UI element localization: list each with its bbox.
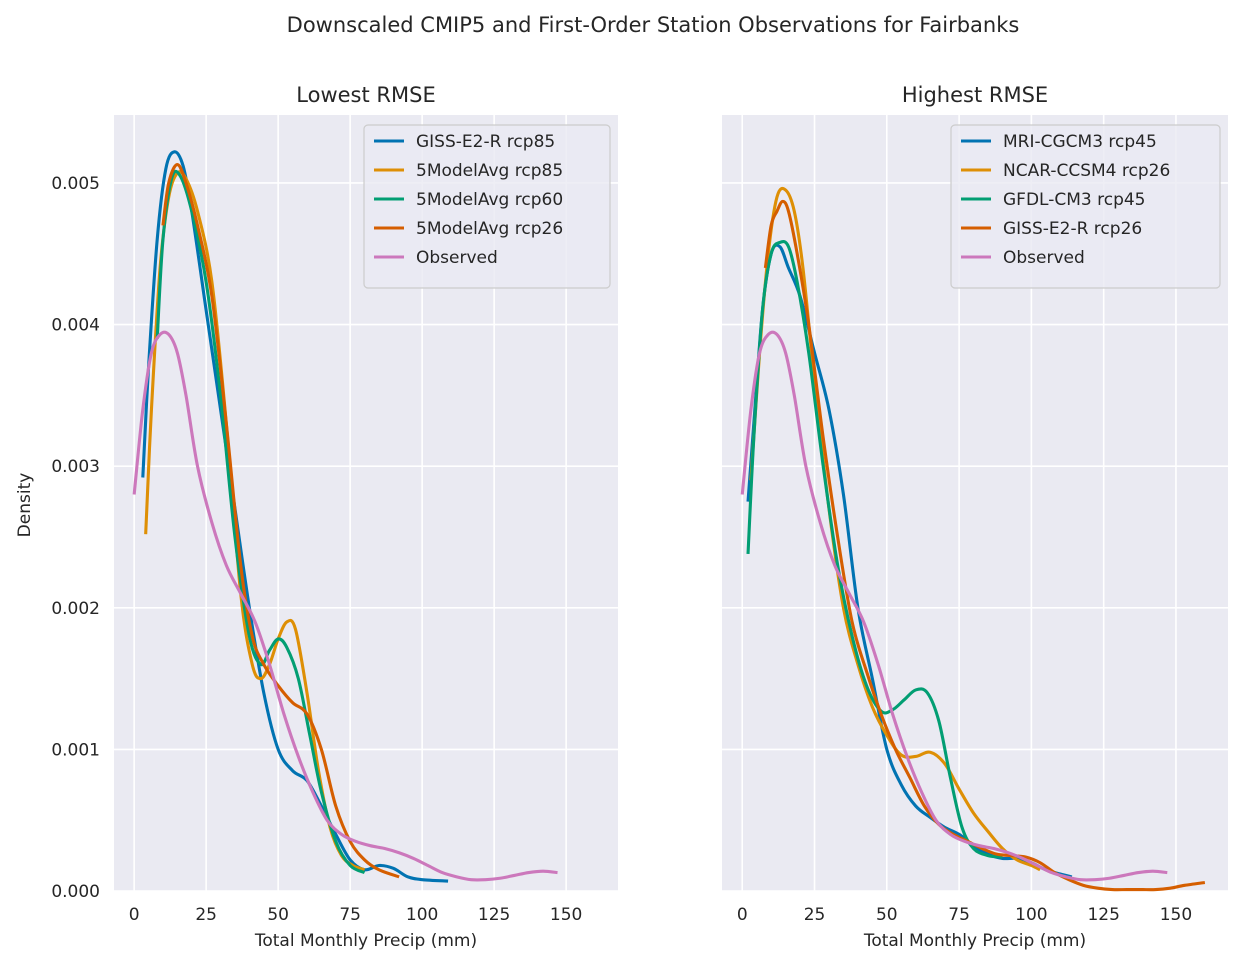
series-lines bbox=[132, 150, 558, 883]
y-tick-label: 0.001 bbox=[51, 740, 100, 760]
series-line bbox=[749, 186, 1041, 872]
series-line bbox=[740, 330, 1168, 882]
series-line bbox=[132, 330, 558, 882]
x-tick-label: 75 bbox=[339, 905, 361, 925]
legend-frame bbox=[363, 124, 611, 289]
x-tick-label: 0 bbox=[737, 905, 748, 925]
x-tick-label: 50 bbox=[267, 905, 289, 925]
legend: MRI-CGCM3 rcp45 NCAR-CCSM4 rcp26 GFDL-CM3 … bbox=[950, 124, 1221, 289]
legend: GISS-E2-R rcp85 5ModelAvg rcp85 5ModelAvg … bbox=[363, 124, 611, 289]
panel-highest-rmse: Highest RMSE Total Monthly Precip (mm) 0… bbox=[722, 83, 1228, 951]
series-line bbox=[155, 169, 366, 875]
y-tick-label: 0.003 bbox=[51, 457, 100, 477]
x-axis-label: Total Monthly Precip (mm) bbox=[863, 931, 1086, 951]
x-tick-label: 25 bbox=[804, 905, 826, 925]
y-tick-label: 0.002 bbox=[51, 599, 100, 619]
legend-label: 5ModelAvg rcp85 bbox=[416, 161, 563, 181]
x-tick-label: 150 bbox=[550, 905, 582, 925]
legend-label: GISS-E2-R rcp26 bbox=[1003, 219, 1142, 239]
x-tick-label: 0 bbox=[129, 905, 140, 925]
x-tick-label: 100 bbox=[406, 905, 438, 925]
legend-label: Observed bbox=[416, 248, 498, 268]
legend-label: MRI-CGCM3 rcp45 bbox=[1003, 132, 1157, 152]
legend-label: GFDL-CM3 rcp45 bbox=[1003, 190, 1146, 210]
y-axis-label: Density bbox=[15, 473, 35, 538]
panel-title: Highest RMSE bbox=[902, 83, 1048, 107]
legend-frame bbox=[950, 124, 1221, 289]
panel-title: Lowest RMSE bbox=[296, 83, 435, 107]
x-tick-label: 75 bbox=[948, 905, 970, 925]
y-tick-label: 0.004 bbox=[51, 316, 100, 336]
panel-lowest-rmse: Lowest RMSE Total Monthly Precip (mm) De… bbox=[15, 83, 618, 951]
x-tick-label: 125 bbox=[478, 905, 510, 925]
series-line bbox=[763, 199, 1206, 892]
x-tick-label: 50 bbox=[876, 905, 898, 925]
legend-label: 5ModelAvg rcp60 bbox=[416, 190, 563, 210]
x-tick-label: 150 bbox=[1160, 905, 1192, 925]
x-axis-label: Total Monthly Precip (mm) bbox=[254, 931, 477, 951]
legend-label: GISS-E2-R rcp85 bbox=[416, 132, 555, 152]
x-tick-label: 100 bbox=[1015, 905, 1047, 925]
figure-title: Downscaled CMIP5 and First-Order Station… bbox=[287, 13, 1020, 37]
legend-label: Observed bbox=[1003, 248, 1085, 268]
y-tick-label: 0.000 bbox=[51, 882, 100, 902]
series-lines bbox=[740, 186, 1206, 892]
y-tick-label: 0.005 bbox=[51, 174, 100, 194]
legend-label: 5ModelAvg rcp26 bbox=[416, 219, 563, 239]
x-tick-label: 125 bbox=[1087, 905, 1119, 925]
legend-label: NCAR-CCSM4 rcp26 bbox=[1003, 161, 1170, 181]
x-tick-label: 25 bbox=[195, 905, 217, 925]
series-line bbox=[746, 239, 1003, 859]
